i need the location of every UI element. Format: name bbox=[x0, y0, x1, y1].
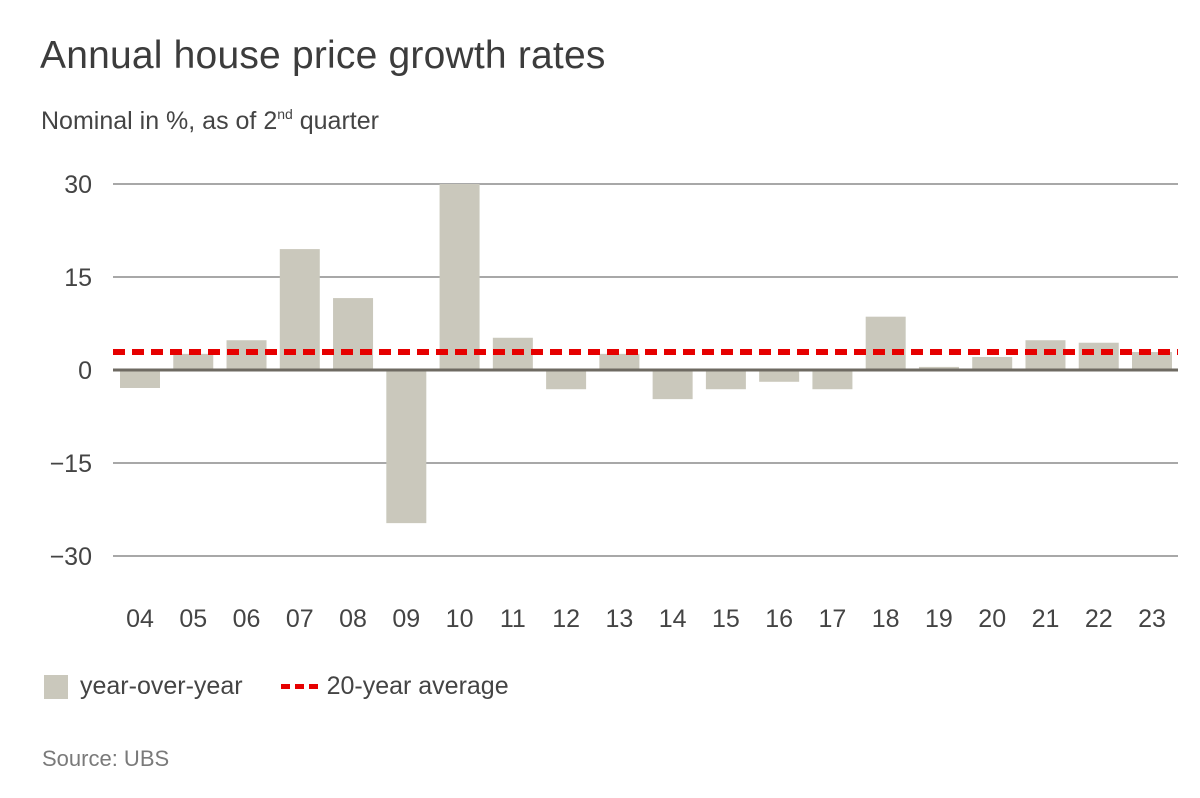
bar-12 bbox=[546, 370, 587, 390]
bar-14 bbox=[652, 370, 693, 400]
y-tick-label: 30 bbox=[64, 171, 92, 199]
legend: year-over-year 20-year average bbox=[44, 672, 509, 701]
x-tick-label: 05 bbox=[179, 605, 207, 633]
subtitle-text: Nominal in %, as of 2 bbox=[41, 107, 278, 135]
bar-chart: 30 15 0 −15 −30 04 05 06 07 08 09 10 11 12 13 14 15 16 17… bbox=[50, 171, 1178, 633]
x-axis-tick-labels: 04 05 06 07 08 09 10 11 12 13 14 15 16 17 18 19 20 21 22 23 bbox=[126, 605, 1166, 633]
x-tick-label: 04 bbox=[126, 605, 154, 633]
bar-04 bbox=[120, 370, 160, 388]
bar-06 bbox=[226, 340, 267, 370]
x-tick-label: 12 bbox=[552, 605, 580, 633]
bar-17 bbox=[812, 370, 853, 390]
y-axis-tick-labels: 30 15 0 −15 −30 bbox=[50, 171, 92, 571]
bar-20 bbox=[972, 356, 1013, 370]
bar-16 bbox=[759, 370, 800, 382]
bar-10 bbox=[439, 184, 480, 370]
bar-18 bbox=[865, 316, 906, 370]
bar-23 bbox=[1132, 352, 1172, 370]
x-tick-label: 16 bbox=[765, 605, 793, 633]
x-tick-label: 06 bbox=[233, 605, 261, 633]
bar-05 bbox=[173, 353, 214, 370]
x-tick-label: 18 bbox=[872, 605, 900, 633]
x-tick-label: 11 bbox=[500, 605, 526, 633]
x-tick-label: 20 bbox=[978, 605, 1006, 633]
y-tick-label: 15 bbox=[64, 264, 92, 292]
x-tick-label: 17 bbox=[819, 605, 847, 633]
x-tick-label: 23 bbox=[1138, 605, 1166, 633]
legend-label-average: 20-year average bbox=[326, 672, 509, 700]
legend-swatch-dashed-line bbox=[280, 684, 318, 689]
x-tick-label: 13 bbox=[605, 605, 633, 633]
x-tick-label: 15 bbox=[712, 605, 740, 633]
bar-09 bbox=[386, 370, 427, 524]
bar-08 bbox=[333, 298, 374, 370]
x-tick-label: 10 bbox=[446, 605, 474, 633]
x-tick-label: 09 bbox=[392, 605, 420, 633]
bar-15 bbox=[705, 370, 746, 390]
x-tick-label: 19 bbox=[925, 605, 953, 633]
bar-19 bbox=[918, 366, 959, 370]
chart-subtitle: Nominal in %, as of 2nd quarter bbox=[41, 106, 379, 136]
x-tick-label: 08 bbox=[339, 605, 367, 633]
subtitle-tail: quarter bbox=[292, 107, 379, 135]
bar-21 bbox=[1025, 340, 1066, 370]
subtitle-superscript: nd bbox=[277, 106, 293, 122]
legend-swatch-bar bbox=[44, 674, 68, 699]
y-tick-label: −15 bbox=[50, 450, 92, 478]
y-tick-label: −30 bbox=[50, 543, 92, 571]
bar-13 bbox=[599, 353, 640, 370]
legend-label-yoy: year-over-year bbox=[80, 672, 243, 700]
y-tick-label: 0 bbox=[78, 357, 92, 385]
x-tick-label: 14 bbox=[659, 605, 687, 633]
x-tick-label: 07 bbox=[286, 605, 314, 633]
bar-22 bbox=[1078, 342, 1119, 370]
x-tick-label: 21 bbox=[1032, 605, 1060, 633]
chart-title: Annual house price growth rates bbox=[40, 34, 606, 77]
x-tick-label: 22 bbox=[1085, 605, 1113, 633]
source-note: Source: UBS bbox=[42, 746, 170, 771]
